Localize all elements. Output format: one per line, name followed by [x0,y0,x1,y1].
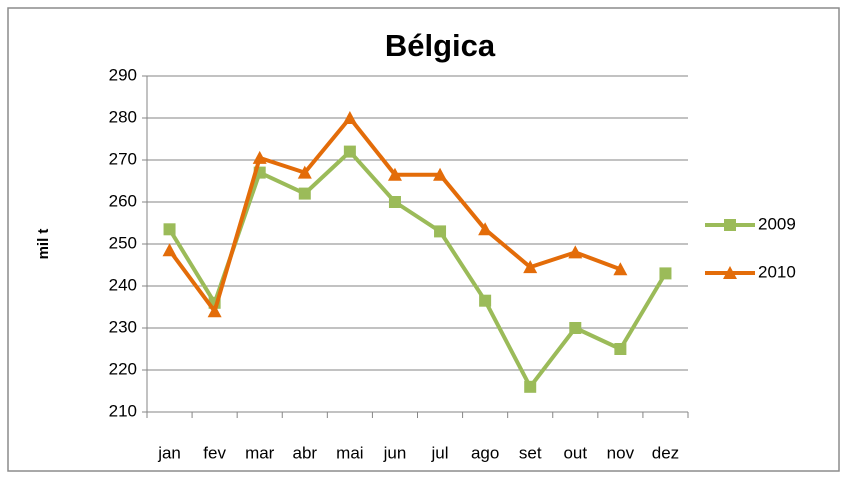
legend-marker [724,219,736,231]
x-tick-label: fev [203,443,226,462]
x-tick-label: jul [431,443,449,462]
series-line [167,149,668,389]
legend-marker [723,266,737,279]
data-point [479,294,492,307]
data-point [524,380,537,393]
data-point [298,187,311,200]
y-tick-label: 250 [109,233,137,252]
x-tick-label: set [519,443,542,462]
chart-title: Bélgica [385,28,496,63]
x-tick-label: jan [157,443,181,462]
data-point [568,245,583,259]
data-point [162,243,177,257]
y-tick-label: 270 [109,149,137,168]
data-point [388,196,401,208]
y-axis-label: mil t [35,229,52,260]
x-tick-label: ago [471,443,499,462]
data-point [659,267,672,280]
y-tick-label: 220 [109,359,137,378]
x-tick-label: dez [652,443,679,462]
data-point [297,165,312,179]
x-tick-label: jun [383,443,407,462]
legend-label: 2009 [758,214,796,233]
x-tick-label: mai [336,443,363,462]
y-tick-label: 260 [109,191,137,210]
y-tick-label: 210 [109,401,137,420]
data-point [569,322,582,334]
x-tick-label: out [563,443,587,462]
data-point [434,225,447,238]
x-tick-label: abr [293,443,318,462]
data-point [343,145,356,158]
data-point [613,262,628,276]
y-tick-label: 230 [109,317,137,336]
data-point [253,166,266,179]
data-point [207,304,222,318]
data-point [433,167,448,181]
y-tick-label: 280 [109,107,137,126]
data-point [252,150,267,164]
data-point [614,343,627,355]
data-point [523,260,538,274]
x-tick-label: nov [607,443,635,462]
x-tick-label: mar [245,443,275,462]
y-tick-label: 290 [109,65,137,84]
data-point [342,111,357,124]
y-tick-label: 240 [109,275,137,294]
data-point [478,222,493,236]
legend-label: 2010 [758,262,796,281]
data-point [163,223,176,236]
data-point [387,167,402,181]
